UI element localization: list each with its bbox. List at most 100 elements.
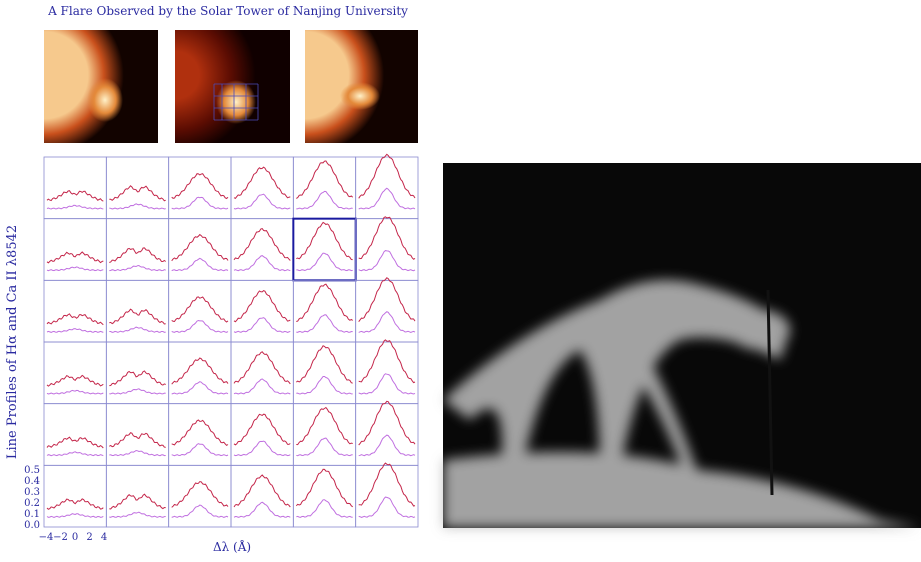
thumbnail: [44, 30, 158, 143]
ca-ii-profile: [234, 318, 290, 333]
y-tick-label: 0.3: [24, 487, 40, 498]
ca-ii-profile: [172, 444, 228, 456]
h-alpha-profile: [47, 437, 103, 448]
ca-ii-profile: [172, 321, 228, 333]
ca-ii-profile: [172, 197, 228, 209]
h-alpha-profile: [109, 433, 165, 448]
ca-ii-profile: [234, 194, 290, 209]
h-alpha-profile: [296, 284, 352, 321]
profile-cell: [44, 404, 106, 466]
x-axis-label: Δλ (Å): [213, 539, 251, 554]
h-alpha-profile: [172, 297, 228, 322]
h-alpha-profile: [172, 235, 228, 261]
profile-cell: [106, 342, 168, 404]
ca-ii-profile: [234, 441, 290, 456]
h-alpha-profile: [234, 414, 290, 445]
ca-ii-profile: [296, 191, 352, 209]
h-alpha-profile: [359, 401, 415, 445]
profile-cell: [44, 465, 106, 527]
profile-cell: [293, 342, 355, 404]
ca-ii-profile: [359, 497, 415, 517]
x-tick-label: 2: [86, 532, 92, 543]
y-axis-label: Line Profiles of Hα and Ca II λ8542: [5, 225, 20, 459]
profile-cell: [231, 404, 293, 466]
thumbnail: [305, 30, 418, 143]
h-alpha-profile: [359, 217, 415, 259]
h-alpha-profile: [296, 222, 352, 259]
ca-ii-profile: [47, 267, 103, 271]
h-alpha-profile: [109, 494, 165, 509]
ca-ii-profile: [234, 256, 290, 271]
profile-cell: [106, 404, 168, 466]
profile-cell: [356, 404, 418, 466]
ca-ii-profile: [359, 435, 415, 456]
ca-ii-profile: [359, 251, 415, 271]
y-tick-label: 0.0: [24, 520, 40, 531]
ca-ii-profile: [47, 205, 103, 209]
x-tick-label: 4: [101, 532, 107, 543]
ca-ii-profile: [296, 377, 352, 395]
y-tick-label: 0.4: [24, 476, 40, 487]
h-alpha-profile: [47, 499, 103, 509]
y-tick-label: 0.1: [24, 509, 40, 520]
x-tick-label: −4: [39, 532, 54, 543]
h-alpha-profile: [172, 482, 228, 508]
ca-ii-profile: [234, 502, 290, 517]
profile-cell: [106, 465, 168, 527]
profile-cell: [169, 219, 231, 281]
profile-cell: [169, 404, 231, 466]
profile-cell: [356, 342, 418, 404]
h-alpha-profile: [359, 154, 415, 198]
ca-ii-profile: [47, 329, 103, 333]
profile-cell: [231, 157, 293, 219]
profile-cell: [356, 219, 418, 281]
profile-cell: [293, 157, 355, 219]
h-alpha-profile: [172, 174, 228, 199]
profile-cell: [293, 404, 355, 466]
ca-ii-profile: [359, 312, 415, 333]
ca-ii-profile: [109, 512, 165, 517]
profile-cell: [169, 465, 231, 527]
ca-ii-profile: [109, 266, 165, 271]
ca-ii-profile: [47, 452, 103, 456]
h-alpha-profile: [296, 161, 352, 199]
ca-ii-profile: [359, 374, 415, 394]
profile-cell: [169, 342, 231, 404]
ca-ii-profile: [359, 188, 415, 209]
profile-cell: [106, 219, 168, 281]
h-alpha-profile: [296, 408, 352, 445]
ca-ii-profile: [109, 389, 165, 394]
profile-cell: [231, 219, 293, 281]
x-tick-label: 0: [72, 532, 78, 543]
profile-cell: [44, 280, 106, 342]
h-alpha-profile: [359, 278, 415, 322]
profile-cell: [169, 280, 231, 342]
h-alpha-profile: [47, 252, 103, 263]
h-alpha-profile: [359, 340, 415, 383]
ca-ii-profile: [109, 204, 165, 209]
profile-cell: [169, 157, 231, 219]
profile-cell: [293, 280, 355, 342]
ca-ii-profile: [172, 382, 228, 394]
profile-cell: [44, 342, 106, 404]
h-alpha-profile: [109, 248, 165, 263]
h-alpha-profile: [109, 371, 165, 386]
ca-ii-profile: [234, 379, 290, 394]
h-alpha-profile: [172, 358, 228, 384]
ca-ii-profile: [47, 514, 103, 518]
profile-cell: [356, 280, 418, 342]
ca-ii-profile: [109, 451, 165, 456]
h-alpha-profile: [109, 309, 165, 324]
y-tick-label: 0.2: [24, 498, 40, 509]
h-alpha-profile: [359, 463, 415, 506]
figure: A Flare Observed by the Solar Tower of N…: [0, 0, 921, 558]
h-alpha-profile: [47, 191, 103, 202]
h-alpha-profile: [47, 314, 103, 325]
h-alpha-profile: [109, 186, 165, 201]
x-tick-label: −2: [53, 532, 68, 543]
thumbnail: [175, 30, 290, 143]
profile-cell: [293, 465, 355, 527]
h-alpha-profile: [234, 291, 290, 322]
profile-cell: [106, 157, 168, 219]
